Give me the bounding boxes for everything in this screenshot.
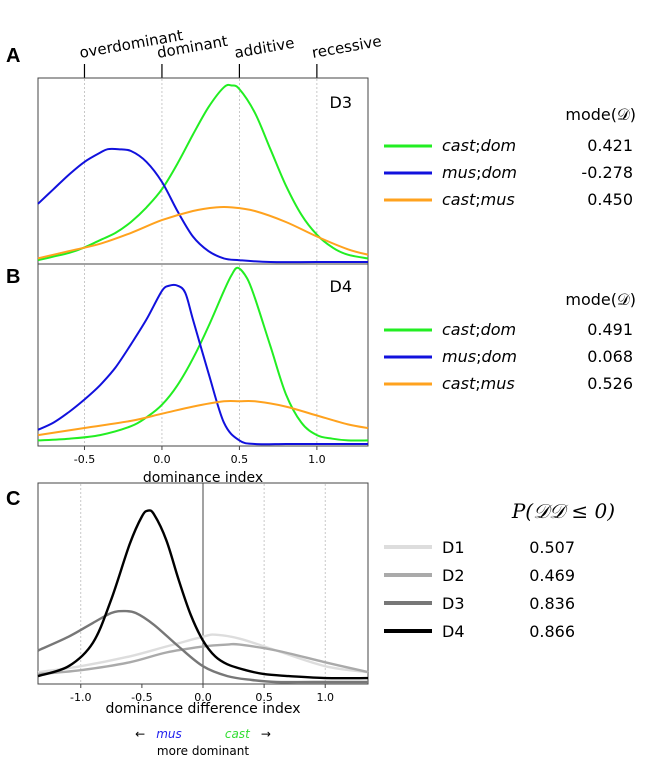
xtick-label-c-0: -1.0 xyxy=(70,691,91,704)
note-mus: mus xyxy=(156,727,182,741)
xtick-label-c-4: 1.0 xyxy=(316,691,334,704)
legend-c: P(𝒟𝒟 ≤ 0) D1 0.507 D2 0.469 D3 0.836 D4 0.866 xyxy=(384,499,615,641)
legend-c-value-2: 0.836 xyxy=(529,594,575,613)
legend-a-name-b-0: dom xyxy=(481,136,517,155)
legend-c-header: P(𝒟𝒟 ≤ 0) xyxy=(511,499,615,523)
legend-c-label-1: D2 xyxy=(442,566,465,585)
legend-c-value-3: 0.866 xyxy=(529,622,575,641)
panel-a-plot: D3 xyxy=(37,77,369,265)
series-line-c-2 xyxy=(37,609,368,684)
legend-b-name-a-0: cast xyxy=(442,320,476,339)
xtick-label-c-2: 0.0 xyxy=(194,691,212,704)
legend-c-label-3: D4 xyxy=(442,622,465,641)
xtick-label-c-3: 0.5 xyxy=(255,691,273,704)
legend-b-name-b-0: dom xyxy=(481,320,517,339)
series-line-c-3 xyxy=(37,509,369,680)
series-line-c-1 xyxy=(37,642,369,676)
legend-a-sep-0: ; xyxy=(475,136,480,155)
legend-c-label-2: D3 xyxy=(442,594,465,613)
legend-b-label-2: cast;mus xyxy=(442,374,515,393)
legend-b-sep-0: ; xyxy=(475,320,480,339)
legend-b-value-1: 0.068 xyxy=(587,347,633,366)
note-more-dominant: more dominant xyxy=(157,744,249,758)
legend-a-header: mode(𝒟) xyxy=(565,105,636,124)
panel-b-xlabel: dominance index xyxy=(143,470,263,486)
panel-b-grid xyxy=(84,265,318,445)
series-line-b-1 xyxy=(37,283,368,446)
panel-c-xticks: -1.0 -0.5 0.0 0.5 1.0 xyxy=(70,684,334,704)
legend-c-entries: D1 0.507 D2 0.469 D3 0.836 D4 0.866 xyxy=(384,538,575,641)
legend-a-name-a-0: cast xyxy=(442,136,476,155)
legend-a-value-2: 0.450 xyxy=(587,190,633,209)
series-line-b-2 xyxy=(37,399,369,437)
series-line-a-2 xyxy=(37,205,369,260)
panel-b-frame xyxy=(37,263,369,447)
legend-a-name-b-2: mus xyxy=(481,190,515,209)
xtick-label-c-1: -0.5 xyxy=(131,691,152,704)
legend-a-label-0: cast;dom xyxy=(442,136,516,155)
left-arrow: ← xyxy=(135,727,145,741)
panel-b-lines xyxy=(37,266,369,446)
legend-b-sep-2: ; xyxy=(475,374,480,393)
direction-note-line: ← mus cast → xyxy=(135,723,271,742)
note-cast: cast xyxy=(225,727,251,741)
panel-a-grid xyxy=(84,79,318,263)
direction-note: ← mus cast → more dominant xyxy=(135,723,271,758)
xtick-label-b-3: 1.0 xyxy=(308,453,326,466)
legend-b-name-a-2: cast xyxy=(442,374,476,393)
panel-c-grid xyxy=(80,483,326,684)
panel-b-xticks: -0.5 0.0 0.5 1.0 xyxy=(74,446,326,466)
legend-c-value-0: 0.507 xyxy=(529,538,575,557)
category-label-2: additive xyxy=(233,34,296,62)
panel-a-lines xyxy=(37,83,369,264)
legend-a-sep-2: ; xyxy=(475,190,480,209)
xtick-label-b-2: 0.5 xyxy=(231,453,249,466)
legend-a-value-1: -0.278 xyxy=(581,163,633,182)
panel-label-a: A xyxy=(6,45,20,67)
panel-b-tag: D4 xyxy=(330,277,353,296)
legend-b-sep-1: ; xyxy=(476,347,481,366)
panel-b-plot: D4 -0.5 0.0 0.5 1.0 dominance index xyxy=(37,263,369,486)
legend-b-label-1: mus;dom xyxy=(442,347,517,366)
right-arrow: → xyxy=(261,727,271,741)
panel-c-plot: -1.0 -0.5 0.0 0.5 1.0 dominance difference i… xyxy=(37,482,369,758)
legend-b-name-b-1: dom xyxy=(481,347,517,366)
legend-b-label-0: cast;dom xyxy=(442,320,516,339)
panel-a-tag: D3 xyxy=(330,93,353,112)
legend-c-value-1: 0.469 xyxy=(529,566,575,585)
series-line-b-0 xyxy=(37,266,369,442)
xtick-label-b-0: -0.5 xyxy=(74,453,95,466)
xtick-label-b-1: 0.0 xyxy=(153,453,171,466)
panel-label-c: C xyxy=(6,488,20,510)
legend-b-header: mode(𝒟) xyxy=(565,290,636,309)
legend-a-value-0: 0.421 xyxy=(587,136,633,155)
series-line-a-1 xyxy=(37,147,368,264)
panel-c-lines xyxy=(37,509,369,684)
legend-b-value-0: 0.491 xyxy=(587,320,633,339)
category-label-3: recessive xyxy=(310,32,383,62)
legend-a-name-b-1: dom xyxy=(481,163,517,182)
legend-a-name-a-1: mus xyxy=(442,163,476,182)
legend-a-sep-1: ; xyxy=(476,163,481,182)
legend-a-name-a-2: cast xyxy=(442,190,476,209)
legend-a-label-1: mus;dom xyxy=(442,163,517,182)
panel-c-xlabel: dominance difference index xyxy=(105,701,300,717)
panel-label-b: B xyxy=(6,266,20,288)
legend-b-value-2: 0.526 xyxy=(587,374,633,393)
series-line-a-0 xyxy=(37,83,369,262)
legend-b-name-b-2: mus xyxy=(481,374,515,393)
legend-c-label-0: D1 xyxy=(442,538,465,557)
legend-a-label-2: cast;mus xyxy=(442,190,515,209)
legend-b-name-a-1: mus xyxy=(442,347,476,366)
series-line-c-0 xyxy=(37,633,369,674)
